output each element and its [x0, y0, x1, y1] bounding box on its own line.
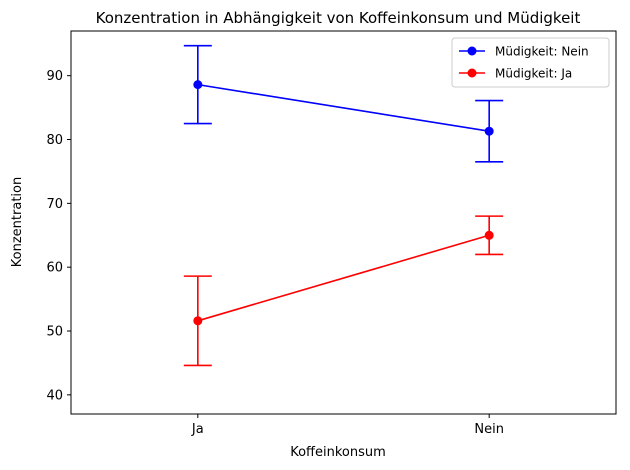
y-tick-label: 90	[46, 69, 63, 84]
legend-marker	[467, 68, 477, 78]
legend-item: Müdigkeit: Ja	[459, 67, 572, 81]
series-2	[183, 215, 504, 367]
data-point	[193, 316, 203, 326]
x-axis: Ja Nein	[191, 414, 504, 437]
y-tick-label: 40	[46, 388, 63, 403]
chart-title: Konzentration in Abhängigkeit von Koffei…	[96, 9, 581, 27]
series-line	[197, 234, 490, 322]
y-tick-label: 80	[46, 133, 63, 148]
plot-area	[183, 44, 504, 367]
legend-frame	[451, 37, 610, 88]
y-axis-label: Konzentration	[10, 177, 25, 267]
y-tick-label: 70	[46, 197, 63, 212]
plot-frame	[70, 30, 617, 415]
data-point	[193, 80, 203, 90]
x-tick-label: Ja	[191, 422, 204, 437]
y-tick-label: 60	[46, 261, 63, 276]
data-point	[484, 126, 494, 136]
y-axis: 40 50 60 70 80 90	[46, 69, 71, 403]
legend-label: Müdigkeit: Ja	[495, 67, 572, 81]
legend: Müdigkeit: Nein Müdigkeit: Ja	[451, 37, 610, 88]
y-tick-label: 50	[46, 325, 63, 340]
x-tick-label: Nein	[474, 422, 504, 437]
legend-label: Müdigkeit: Nein	[495, 45, 589, 59]
x-axis-label: Koffeinkonsum	[290, 445, 386, 460]
data-point	[484, 230, 494, 240]
series-line	[197, 83, 490, 133]
series-1	[183, 44, 504, 163]
legend-marker	[467, 46, 477, 56]
legend-item: Müdigkeit: Nein	[459, 45, 589, 59]
